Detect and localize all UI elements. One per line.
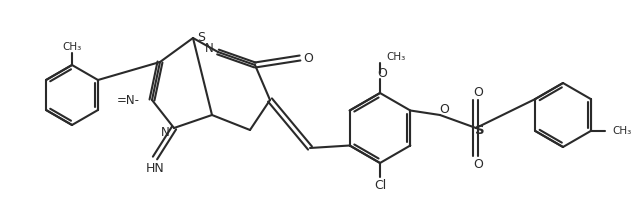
Text: CH₃: CH₃	[386, 52, 405, 62]
Text: HN: HN	[146, 161, 164, 175]
Text: O: O	[377, 67, 387, 80]
Text: =N-: =N-	[117, 93, 140, 106]
Text: O: O	[473, 85, 483, 98]
Text: S: S	[197, 30, 205, 43]
Text: CH₃: CH₃	[613, 126, 632, 136]
Text: S: S	[475, 123, 485, 136]
Text: CH₃: CH₃	[62, 42, 81, 52]
Text: Cl: Cl	[374, 178, 386, 192]
Text: N: N	[162, 126, 170, 139]
Text: O: O	[303, 51, 313, 64]
Text: O: O	[473, 158, 483, 171]
Text: O: O	[439, 102, 449, 116]
Text: N: N	[205, 42, 214, 55]
